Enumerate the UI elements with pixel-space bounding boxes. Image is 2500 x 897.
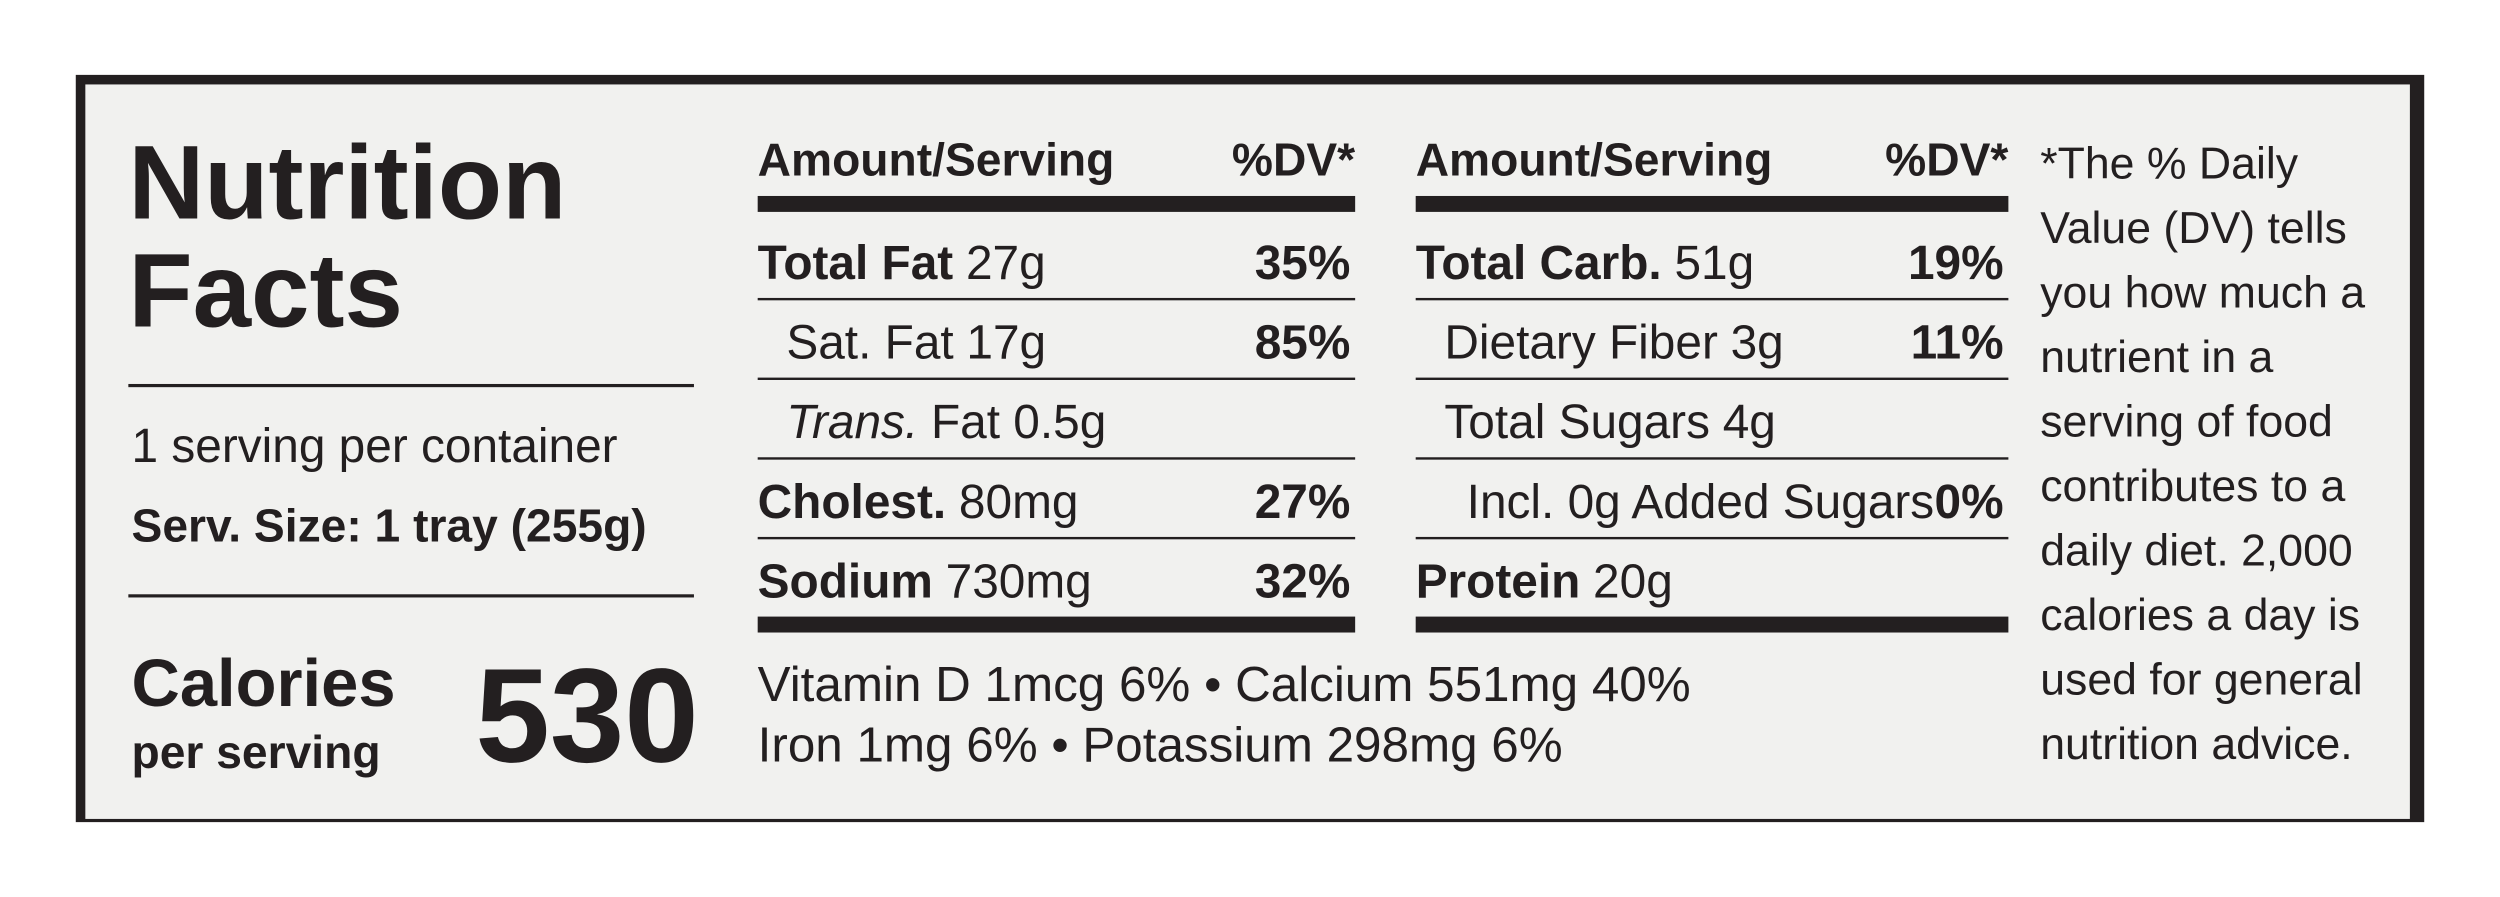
thin-rule — [1415, 297, 2009, 301]
facts: Amount/Serving %DV* Total Fat 27g 35% Sat. Fa… — [757, 133, 2365, 773]
daily-value: 0% — [1935, 476, 2004, 529]
footnote: contributes to a — [2040, 462, 2345, 511]
column-header: Amount/Serving — [758, 133, 1115, 185]
nutrient: Sodium 730mg — [758, 555, 1092, 608]
nutrient-amount: 27g — [966, 237, 1046, 290]
nutrient-name: Sodium — [758, 555, 933, 608]
daily-value: 11% — [1911, 316, 2004, 369]
title: Nutrition — [128, 124, 566, 241]
thin-rule — [1415, 457, 2009, 460]
thick-rule — [1415, 195, 2009, 212]
nutrient: Dietary Fiber 3g — [1444, 316, 1783, 369]
nutrient-amount: 17g — [966, 316, 1046, 369]
vitamins: Vitamin D 1mcg 6% • Calcium 551mg 40% — [758, 657, 1691, 712]
footnote: serving of food — [2040, 398, 2333, 447]
rule — [128, 383, 694, 388]
thick-rule — [757, 195, 1356, 212]
vitamin: Vitamin D 1mcg 6% — [758, 657, 1191, 712]
thin-rule — [757, 297, 1356, 301]
daily-value: 19% — [1908, 237, 2004, 290]
thick-rule — [757, 616, 1356, 633]
nutrient: Total Sugars 4g — [1444, 396, 1776, 449]
nutrient-name: Cholest. — [758, 476, 947, 529]
title: Facts — [128, 233, 403, 350]
nutrient-name: Trans. — [786, 396, 918, 449]
footnote: daily diet. 2,000 — [2040, 527, 2352, 576]
column-header: Amount/Serving — [1416, 133, 1773, 185]
footnote: Value (DV) tells — [2040, 204, 2347, 253]
nutrient-name: Protein — [1416, 555, 1581, 608]
nutrient: Cholest. 80mg — [758, 476, 1079, 529]
daily-value: 27% — [1255, 476, 1351, 529]
separator: • — [1190, 657, 1235, 712]
nutrient-amount: 80mg — [959, 476, 1079, 529]
vitamin: Iron 1mg 6% — [758, 718, 1038, 773]
nutrient: Total Fat 27g — [758, 237, 1046, 290]
footnote: *The % Daily — [2040, 139, 2299, 188]
nutrient-name: Total Sugars — [1444, 396, 1710, 449]
thin-rule — [1415, 536, 2009, 540]
vitamins: Iron 1mg 6% • Potassium 298mg 6% — [758, 718, 1563, 773]
thick-rule — [1415, 616, 2009, 633]
nutrient: Incl. 0g Added Sugars — [1467, 476, 1935, 529]
nutrient: Sat. Fat 17g — [786, 316, 1046, 369]
footnote: calories a day is — [2040, 591, 2360, 640]
footnote: nutrient in a — [2040, 333, 2273, 382]
column-header: %DV* — [1885, 133, 2008, 185]
separator: • — [1038, 718, 1083, 773]
nutrient-amount: Fat 0.5g — [931, 396, 1106, 449]
thin-rule — [1415, 377, 2009, 380]
serving-size: Serv. Size: 1 tray (255g) — [132, 500, 647, 552]
nutrient: Trans. Fat 0.5g — [786, 396, 1106, 449]
daily-value: 35% — [1255, 237, 1351, 290]
footnote: nutrition advice. — [2040, 720, 2352, 769]
thin-rule — [757, 377, 1356, 380]
nutrient: Total Carb. 51g — [1416, 237, 1754, 290]
daily-value: 85% — [1255, 316, 1351, 369]
nutrient-name: Incl. 0g Added Sugars — [1467, 476, 1935, 529]
rule — [128, 594, 694, 598]
nutrient-name: Sat. Fat — [786, 316, 953, 369]
servings: 1 serving per container — [132, 420, 618, 473]
nutrient-amount: 3g — [1731, 316, 1784, 369]
nutrient-amount: 20g — [1593, 555, 1673, 608]
vitamin: Potassium 298mg 6% — [1082, 718, 1562, 773]
nutrient-amount: 730mg — [946, 555, 1092, 608]
nutrient-amount: 4g — [1723, 396, 1776, 449]
nutrient: Protein 20g — [1416, 555, 1673, 608]
daily-value: 32% — [1255, 555, 1351, 608]
thin-rule — [757, 536, 1356, 540]
vitamin: Calcium 551mg 40% — [1235, 657, 1691, 712]
calories-value: 530 — [475, 642, 698, 791]
footnote: used for general — [2040, 656, 2362, 705]
nutrient-name: Dietary Fiber — [1444, 316, 1718, 369]
nutrient-amount: 51g — [1674, 237, 1754, 290]
calories-sublabel: per serving — [132, 726, 381, 778]
nutrient-name: Total Fat — [758, 237, 954, 290]
footnote: you how much a — [2040, 268, 2365, 317]
calories-label: Calories — [132, 646, 396, 721]
nutrient-name: Total Carb. — [1416, 237, 1662, 290]
column-header: %DV* — [1232, 133, 1355, 185]
thin-rule — [757, 457, 1356, 460]
